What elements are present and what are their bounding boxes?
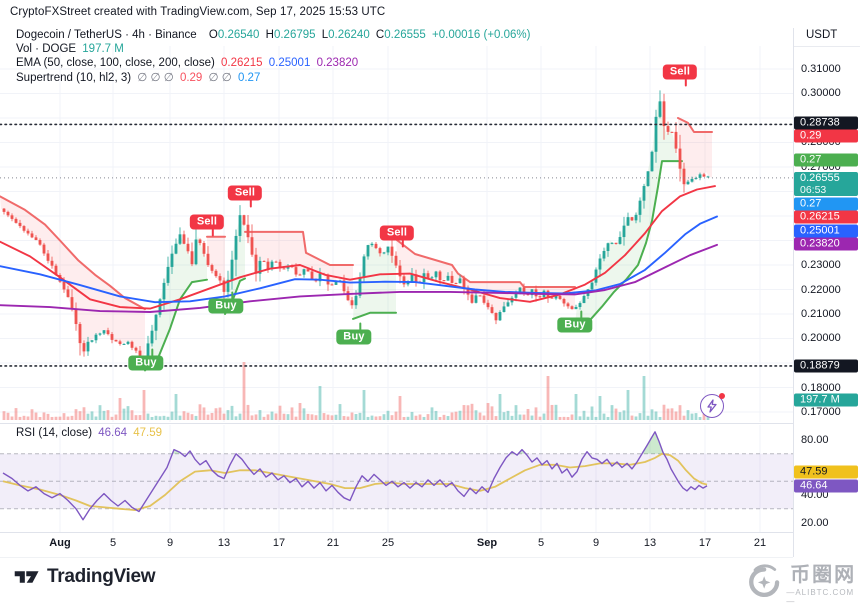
- sell-signal-label: Sell: [662, 64, 698, 87]
- symbol-legend-row[interactable]: Dogecoin / TetherUS · 4h · Binance O0.26…: [16, 29, 533, 41]
- low-label: L: [321, 29, 329, 41]
- time-tick-label: 21: [753, 537, 767, 549]
- time-tick-label: Aug: [49, 537, 71, 549]
- rsi-tick-label: 20.00: [801, 517, 829, 529]
- sell-signal-label: Sell: [379, 225, 415, 248]
- tradingview-logo[interactable]: TradingView: [14, 566, 156, 588]
- tradingview-mark-icon: [14, 571, 39, 583]
- site-watermark-logo-icon: [749, 564, 780, 598]
- time-tick-label: 17: [698, 537, 712, 549]
- price-badge: 0.26215: [794, 210, 858, 224]
- symbol-title[interactable]: Dogecoin / TetherUS · 4h · Binance: [16, 29, 197, 41]
- price-tick-label: 0.18000: [801, 382, 841, 394]
- price-badge: 0.23820: [794, 237, 858, 251]
- volume-value: 197.7 M: [82, 43, 124, 55]
- low-value: 0.26240: [328, 29, 370, 41]
- supertrend-sell-value: 0.29: [179, 72, 203, 84]
- rsi-ma-value: 47.59: [133, 427, 163, 439]
- price-badge: 0.25001: [794, 224, 858, 238]
- price-badge: 0.27: [794, 197, 858, 211]
- price-badge: 0.27: [794, 153, 858, 167]
- time-tick-label: 21: [326, 537, 340, 549]
- time-tick-label: 5: [537, 537, 545, 549]
- volume-label: Vol · DOGE: [16, 43, 77, 55]
- price-axis-currency: USDT: [806, 29, 838, 41]
- site-watermark-title: 币圈网: [790, 564, 857, 586]
- buy-signal-label: Buy: [557, 310, 593, 333]
- rsi-tick-label: 80.00: [801, 434, 829, 446]
- price-tick-label: 0.31000: [801, 63, 841, 75]
- change-value: +0.00016 (+0.06%): [432, 29, 531, 41]
- buy-signal-label: Buy: [208, 291, 244, 314]
- sell-signal-label: Sell: [189, 214, 225, 237]
- rsi-pane-chart[interactable]: [0, 425, 793, 532]
- pane-divider[interactable]: [0, 423, 860, 424]
- time-tick-label: 9: [592, 537, 600, 549]
- sell-signal-label: Sell: [227, 185, 263, 208]
- price-tick-label: 0.17000: [801, 406, 841, 418]
- site-watermark: 币圈网 —ALIBTC.COM—: [745, 560, 860, 603]
- price-tick-label: 0.20000: [801, 332, 841, 344]
- time-tick-label: 5: [109, 537, 117, 549]
- supertrend-buy-value: 0.27: [237, 72, 261, 84]
- price-axis[interactable]: USDT 0.310000.300000.280000.270000.23000…: [793, 0, 860, 603]
- buy-signal-label: Buy: [128, 348, 164, 371]
- footer-divider: [0, 557, 860, 558]
- rsi-label: RSI (14, close): [16, 427, 93, 439]
- price-badge: 0.26555 06:53: [794, 172, 858, 196]
- supertrend-label: Supertrend (10, hl2, 3): [16, 72, 132, 84]
- time-tick-label: 17: [272, 537, 286, 549]
- open-label: O: [208, 29, 218, 41]
- price-badge: 197.7 M: [794, 393, 858, 407]
- main-price-chart[interactable]: [0, 28, 793, 422]
- supertrend-empty-values: ∅ ∅ ∅: [137, 72, 174, 84]
- rsi-badge: 47.59: [794, 465, 858, 479]
- supertrend-legend-row[interactable]: Supertrend (10, hl2, 3) ∅ ∅ ∅ 0.29 ∅ ∅ 0…: [16, 70, 263, 84]
- rsi-badge: 46.64: [794, 479, 858, 493]
- time-tick-label: 13: [217, 537, 231, 549]
- price-badge: 0.18879: [794, 359, 858, 373]
- volume-legend-row[interactable]: Vol · DOGE 197.7 M: [16, 43, 127, 55]
- site-watermark-url: —ALIBTC.COM—: [786, 588, 855, 603]
- time-tick-label: 9: [166, 537, 174, 549]
- boost-button[interactable]: [700, 393, 725, 418]
- buy-signal-label: Buy: [336, 322, 372, 345]
- price-tick-label: 0.30000: [801, 87, 841, 99]
- price-tick-label: 0.23000: [801, 259, 841, 271]
- ema-label: EMA (50, close, 100, close, 200, close): [16, 57, 215, 69]
- price-badge: 0.28738: [794, 116, 858, 130]
- price-tick-label: 0.22000: [801, 284, 841, 296]
- axis-header-divider: [793, 46, 860, 47]
- time-tick-label: Sep: [476, 537, 498, 549]
- rsi-value: 46.64: [98, 427, 128, 439]
- close-value: 0.26555: [384, 29, 426, 41]
- price-badge: 0.29: [794, 129, 858, 143]
- time-tick-label: 25: [381, 537, 395, 549]
- ema100-value: 0.25001: [268, 57, 311, 69]
- supertrend-empty-values-2: ∅ ∅: [208, 72, 232, 84]
- high-value: 0.26795: [273, 29, 316, 41]
- high-label: H: [265, 29, 274, 41]
- ema50-value: 0.26215: [221, 57, 263, 69]
- time-axis-divider: [0, 532, 860, 533]
- creator-watermark: CryptoFXStreet created with TradingView.…: [10, 6, 386, 18]
- time-tick-label: 13: [643, 537, 657, 549]
- close-label: C: [375, 29, 385, 41]
- open-value: 0.26540: [217, 29, 260, 41]
- ema200-value: 0.23820: [316, 57, 359, 69]
- ema-legend-row[interactable]: EMA (50, close, 100, close, 200, close) …: [16, 57, 361, 69]
- lightning-icon: [707, 399, 717, 413]
- price-tick-label: 0.21000: [801, 308, 841, 320]
- tradingview-wordmark: TradingView: [47, 566, 156, 587]
- price-axis-border: [793, 28, 794, 557]
- rsi-legend-row[interactable]: RSI (14, close) 46.64 47.59: [16, 427, 165, 439]
